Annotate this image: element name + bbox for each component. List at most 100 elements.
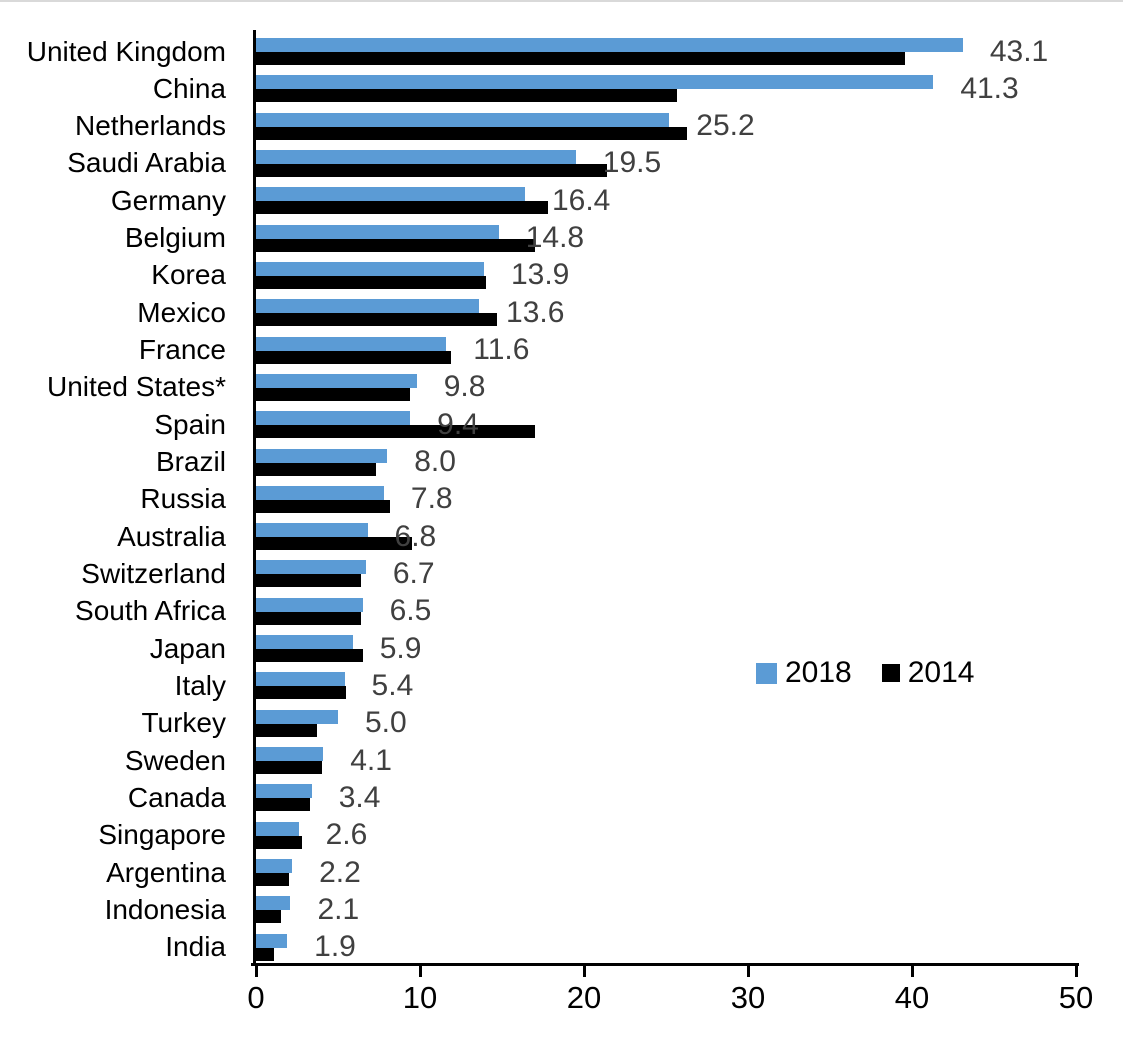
category-label: Germany (110, 184, 226, 216)
x-axis-tick-label: 20 (566, 980, 602, 1015)
value-label-2018: 6.7 (392, 556, 435, 590)
legend-label-2018: 2018 (785, 656, 852, 689)
x-axis-tick-mark (910, 966, 914, 977)
value-label-2018: 2.6 (325, 818, 368, 852)
category-label: United States* (47, 371, 226, 403)
y-axis-line (253, 30, 256, 966)
x-axis-tick-mark (746, 966, 750, 977)
bar-2018 (256, 224, 499, 239)
value-label-2018: 4.1 (350, 743, 392, 777)
category-label: Spain (154, 408, 226, 440)
x-axis-tick-mark (418, 966, 422, 977)
value-label-2018: 6.5 (389, 594, 432, 628)
category-label: Turkey (141, 707, 226, 739)
value-label-2018: 1.9 (314, 930, 356, 964)
value-label-2018: 13.6 (506, 295, 565, 329)
value-label-2018: 9.8 (443, 370, 486, 404)
bar-2018 (256, 635, 353, 650)
bar-2018 (256, 821, 299, 836)
category-label: Argentina (106, 856, 226, 888)
bar-2018 (256, 299, 480, 314)
value-label-2018: 5.0 (365, 706, 407, 740)
bar-2018 (256, 373, 417, 388)
value-label-2018: 8.0 (414, 445, 456, 479)
bar-2018 (256, 859, 293, 874)
value-label-2018: 43.1 (989, 34, 1049, 68)
bar-2014 (256, 425, 535, 439)
x-axis-tick-label: 0 (247, 980, 265, 1015)
category-label: Singapore (98, 819, 226, 851)
value-label-2018: 2.1 (317, 892, 360, 926)
category-label: Mexico (137, 296, 226, 328)
bar-2014 (256, 873, 289, 887)
bar-2014 (256, 761, 322, 775)
bar-2014 (256, 275, 486, 289)
chart-legend: 2018 2014 (756, 656, 975, 690)
bar-2018 (256, 672, 345, 687)
bar-2018 (256, 448, 388, 463)
category-label: Russia (140, 483, 226, 515)
bar-2014 (256, 574, 361, 588)
bar-2014 (256, 947, 275, 961)
bar-2014 (256, 462, 376, 476)
bar-2014 (256, 537, 412, 551)
value-label-2018: 3.4 (338, 780, 381, 814)
category-label: Indonesia (104, 893, 226, 925)
bar-2018 (256, 896, 291, 911)
category-label: Sweden (124, 744, 226, 776)
value-label-2018: 13.9 (510, 258, 570, 292)
value-label-2018: 41.3 (960, 71, 1019, 105)
bar-2018 (256, 709, 338, 724)
bar-2018 (256, 560, 366, 575)
top-divider-rule (0, 0, 1123, 2)
category-label: South Africa (75, 595, 226, 627)
x-axis-tick-mark (254, 966, 258, 977)
value-label-2018: 2.2 (319, 855, 361, 889)
category-label: United Kingdom (26, 35, 226, 67)
x-axis-tick-label: 10 (402, 980, 438, 1015)
bar-2018 (256, 38, 963, 52)
bar-2018 (256, 75, 934, 90)
legend-label-2014: 2014 (907, 656, 975, 689)
value-label-2018: 5.4 (371, 668, 414, 702)
category-label: Saudi Arabia (67, 147, 226, 179)
bar-2014 (256, 238, 535, 252)
bar-2014 (256, 163, 607, 177)
category-label: Italy (174, 669, 226, 701)
value-label-2018: 16.4 (551, 183, 611, 217)
bar-2018 (256, 336, 447, 351)
value-label-2018: 25.2 (696, 109, 755, 143)
bar-2014 (256, 89, 678, 103)
bar-2018 (256, 784, 312, 799)
bar-2014 (256, 649, 363, 663)
legend-swatch-2018 (756, 662, 777, 684)
bar-2014 (256, 686, 347, 700)
bar-2014 (256, 499, 391, 513)
category-label: Brazil (155, 446, 226, 478)
bar-2014 (256, 835, 302, 849)
bar-2014 (256, 387, 411, 401)
category-label: India (165, 931, 226, 963)
x-axis-tick-label: 30 (730, 980, 766, 1015)
x-axis-tick-mark (1074, 966, 1078, 977)
category-label: Australia (117, 520, 226, 552)
bar-2014 (256, 126, 688, 140)
x-axis-tick-mark (582, 966, 586, 977)
bar-2018 (256, 112, 670, 127)
value-label-2018: 6.8 (394, 519, 437, 553)
legend-swatch-2014 (881, 664, 900, 682)
category-label: Switzerland (81, 557, 226, 589)
category-label: Canada (127, 781, 226, 813)
x-axis-line (251, 963, 1079, 966)
category-label: France (138, 334, 226, 366)
category-label: Japan (149, 632, 226, 664)
bar-2014 (256, 611, 361, 625)
bar-2018 (256, 261, 484, 276)
category-label: Belgium (124, 222, 226, 254)
category-label: Korea (151, 259, 226, 291)
bar-2018 (256, 187, 525, 202)
value-label-2018: 14.8 (525, 221, 585, 255)
bar-2014 (256, 313, 498, 327)
bar-2014 (256, 201, 548, 215)
